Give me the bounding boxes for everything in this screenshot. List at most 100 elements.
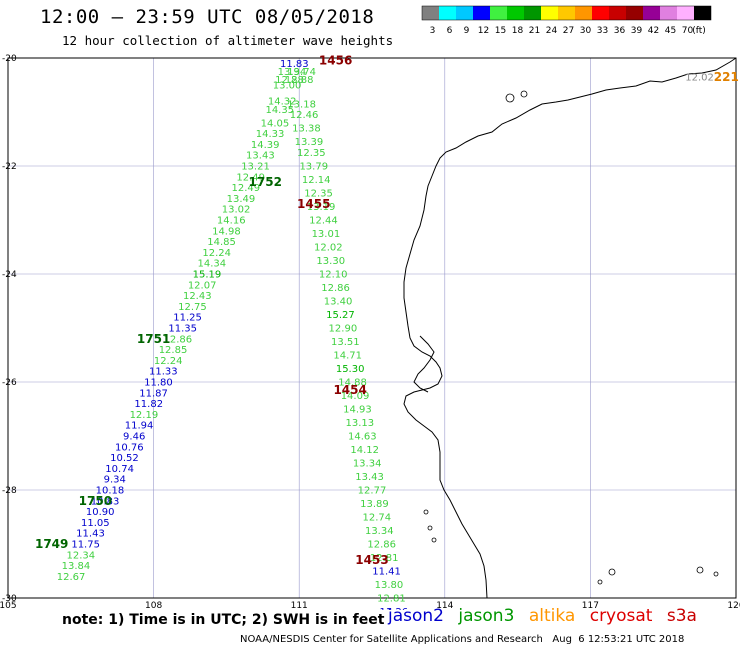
wave-height-label: 10.90 — [86, 507, 115, 518]
lat-tick-label: -26 — [2, 378, 17, 388]
legend-cryosat: cryosat — [589, 606, 653, 626]
wave-height-label: 11.35 — [168, 324, 197, 335]
wave-height-label: 12.43 — [183, 291, 212, 302]
wave-height-label: 13.94 — [278, 67, 307, 78]
wave-height-label: 14.05 — [261, 118, 290, 129]
lat-tick-label: -30 — [2, 594, 17, 604]
map-frame — [7, 57, 737, 599]
wave-height-label: 13.34 — [365, 526, 394, 537]
wave-height-label: 11.80 — [144, 378, 173, 389]
colorbar-label: 42 — [648, 26, 659, 36]
colorbar-label: 36 — [614, 26, 626, 36]
colorbar-swatch — [609, 6, 626, 20]
colorbar-swatch — [677, 6, 694, 20]
wave-height-label: 14.35 — [265, 105, 294, 116]
wave-height-label: 12.77 — [358, 486, 387, 497]
wave-height-label: 12.81 — [370, 553, 399, 564]
colorbar-swatch — [439, 6, 456, 20]
wave-height-label: 14.39 — [251, 140, 280, 151]
wave-height-label: 12.88 — [275, 75, 304, 86]
wave-height-label: 14.93 — [343, 405, 372, 416]
coastline — [403, 57, 737, 599]
island — [423, 509, 429, 515]
wave-height-label: 13.00 — [273, 81, 302, 92]
colorbar-label: 27 — [563, 26, 574, 36]
colorbar-label: 12 — [478, 26, 489, 36]
lat-tick-label: -20 — [2, 54, 17, 64]
time-label: 1454 — [333, 383, 366, 397]
lon-tick-label: 111 — [291, 601, 308, 610]
time-label: 1751 — [137, 332, 170, 346]
wave-height-label: 13.21 — [241, 162, 270, 173]
wave-height-label: 10.76 — [115, 442, 144, 453]
lat-tick-label: -22 — [2, 162, 17, 172]
wave-height-label: 11.43 — [76, 529, 105, 540]
colorbar-label: 15 — [495, 26, 506, 36]
colorbar-unit: (ft) — [692, 26, 706, 36]
colorbar-label: 9 — [464, 26, 470, 36]
wave-height-label: 13.49 — [227, 194, 256, 205]
wave-height-label: 13.19 — [307, 202, 336, 213]
wave-height-label: 13.01 — [312, 229, 341, 240]
wave-height-label: 15.30 — [336, 364, 365, 375]
time-label: 1749 — [35, 537, 68, 551]
wave-height-label: 12.74 — [363, 513, 392, 524]
wave-height-label: 12.24 — [154, 356, 183, 367]
wave-height-label: 11.41 — [372, 567, 401, 578]
wave-height-label: 13.38 — [292, 124, 321, 135]
lon-tick-label: 108 — [145, 601, 162, 610]
colorbar: 3 6 9 12 15 18 21 24 27 30 33 36 39 42 45 70(ft) — [421, 5, 712, 36]
colorbar-label: 70 — [682, 26, 694, 36]
shark-bay-outline — [413, 335, 435, 393]
island — [696, 566, 704, 574]
wave-height-label: 13.80 — [375, 580, 404, 591]
wave-height-label: 12.75 — [178, 302, 207, 313]
page-title: 12:00 — 23:59 UTC 08/05/2018 — [40, 6, 375, 28]
time-label: 221 — [714, 70, 739, 84]
wave-height-label: 14.34 — [198, 259, 227, 270]
wave-height-label: 12.88 — [285, 75, 314, 86]
time-label: 1456 — [319, 54, 352, 68]
island — [608, 568, 616, 576]
wave-height-label: 14.33 — [256, 129, 285, 140]
wave-height-label: 14.71 — [333, 351, 362, 362]
island — [520, 90, 528, 98]
wave-height-label: 11.82 — [134, 399, 163, 410]
wave-height-label: 11.75 — [71, 540, 100, 551]
colorbar-label: 6 — [447, 26, 453, 36]
colorbar-label: 33 — [597, 26, 608, 36]
wave-height-label: 11.83 — [280, 59, 309, 70]
wave-height-label: 10.18 — [96, 486, 125, 497]
wave-height-label: 11.05 — [81, 518, 110, 529]
colorbar-label: 30 — [580, 26, 592, 36]
credit-footer: NOAA/NESDIS Center for Satellite Applica… — [240, 634, 685, 645]
colorbar-label: 45 — [665, 26, 676, 36]
wave-height-label: 12.10 — [319, 270, 348, 281]
island — [431, 537, 437, 543]
time-label: 1453 — [355, 553, 388, 567]
wave-height-label: 11.87 — [139, 388, 168, 399]
island — [597, 579, 603, 585]
island — [427, 525, 433, 531]
time-label: 1750 — [79, 494, 112, 508]
legend-jason2: jason2 — [388, 606, 444, 626]
wave-height-label: 13.40 — [324, 297, 353, 308]
wave-height-label: 13.39 — [295, 137, 324, 148]
colorbar-label: 21 — [529, 26, 540, 36]
time-label: 1752 — [249, 175, 282, 189]
wave-height-label: 11.33 — [149, 367, 178, 378]
wave-height-label: 15.19 — [193, 270, 222, 281]
wave-height-label: 12.34 — [66, 550, 95, 561]
wave-height-label: 12.07 — [188, 280, 217, 291]
colorbar-swatch — [456, 6, 473, 20]
lon-tick-label: 117 — [582, 601, 599, 610]
colorbar-swatch — [473, 6, 490, 20]
wave-height-label: 12.85 — [159, 345, 188, 356]
wave-height-label: 13.89 — [360, 499, 389, 510]
legend-s3a: s3a — [666, 606, 697, 626]
lat-tick-label: -24 — [2, 270, 17, 280]
wave-height-label: 12.86 — [321, 283, 350, 294]
wave-height-label: 13.79 — [299, 162, 328, 173]
colorbar-swatch — [592, 6, 609, 20]
wave-height-label: 14.12 — [350, 445, 379, 456]
